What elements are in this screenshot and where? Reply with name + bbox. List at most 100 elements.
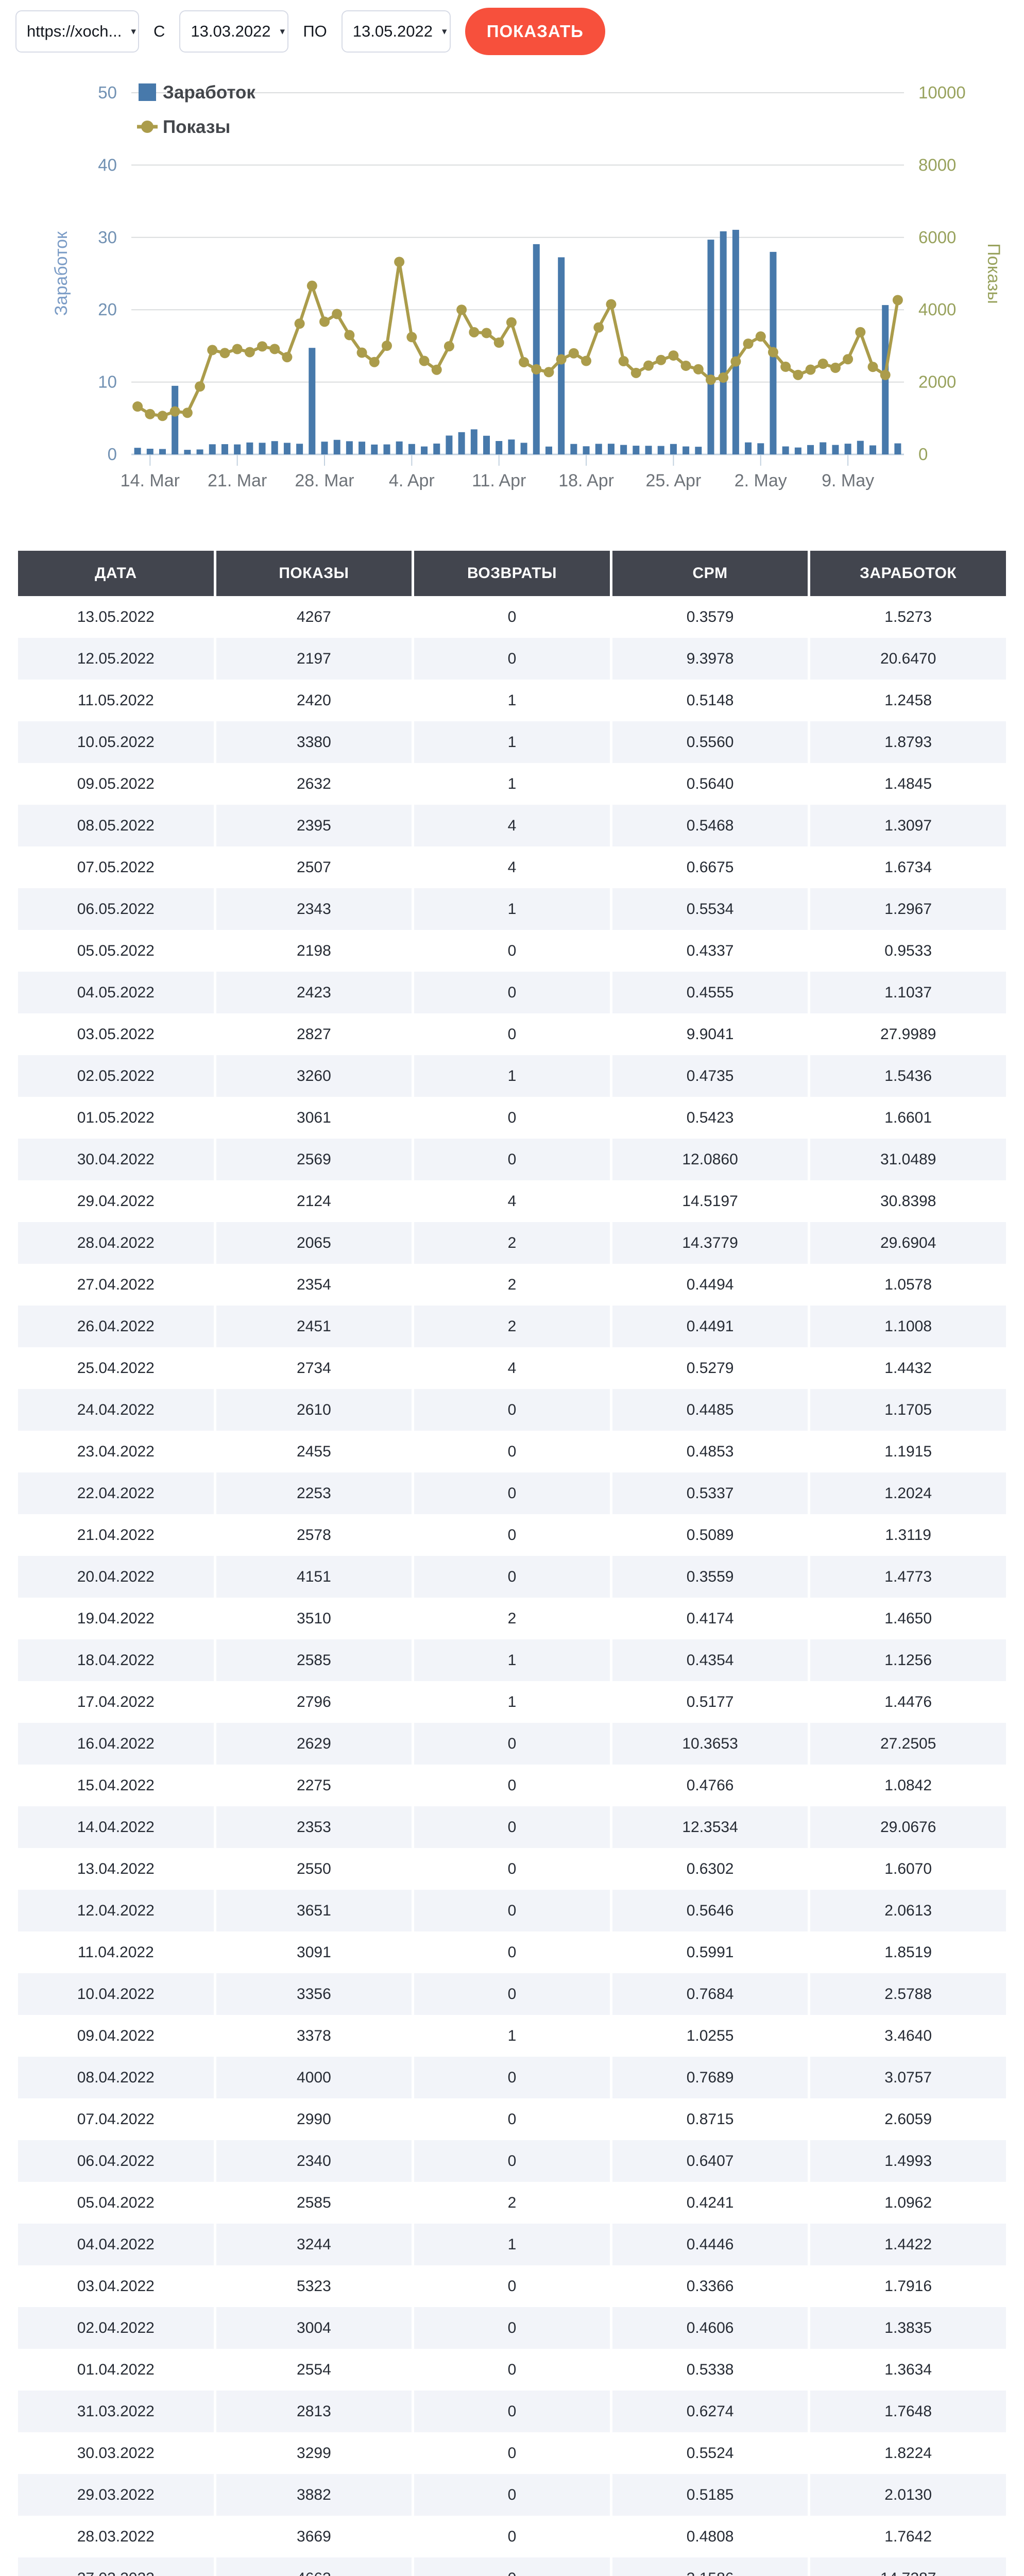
earnings-bar [221,444,228,454]
cell-impressions: 2124 [216,1180,412,1222]
earnings-bar [283,443,291,454]
cell-impressions: 3378 [216,2015,412,2057]
earnings-bar [720,231,727,454]
table-row: 30.03.2022 3299 0 0.5524 1.8224 [18,2432,1006,2474]
earnings-bar [695,447,702,454]
earnings-bar [707,240,714,454]
from-date-select[interactable]: 13.03.2022 ▾ [179,10,289,53]
cell-earnings: 1.4476 [810,1681,1006,1723]
earnings-bar [570,444,577,454]
cell-earnings: 1.7642 [810,2516,1006,2557]
cell-earnings: 14.7287 [810,2557,1006,2576]
table-row: 14.04.2022 2353 0 12.3534 29.0676 [18,1806,1006,1848]
earnings-impressions-chart: 0 0 10 2000 20 4000 30 6000 40 8000 50 10000 Заработ… [15,73,1009,507]
cell-cpm: 0.5468 [612,805,808,846]
table-row: 07.05.2022 2507 4 0.6675 1.6734 [18,846,1006,888]
cell-cpm: 0.4494 [612,1264,808,1306]
chevron-down-icon: ▾ [131,26,136,37]
impressions-point [344,330,355,341]
cell-date: 05.05.2022 [18,930,214,972]
impressions-point [817,359,828,369]
x-tick-label: 4. Apr [389,471,435,490]
impressions-point [244,347,255,358]
cell-date: 12.05.2022 [18,638,214,680]
cell-earnings: 1.3835 [810,2307,1006,2349]
to-date-select[interactable]: 13.05.2022 ▾ [341,10,451,53]
cell-cpm: 0.5534 [612,888,808,930]
cell-cpm: 0.3579 [612,596,808,638]
cell-impressions: 2610 [216,1389,412,1431]
cell-impressions: 2632 [216,763,412,805]
x-tick-label: 9. May [822,471,874,490]
x-tick-label: 14. Mar [121,471,180,490]
table-row: 13.05.2022 4267 0 0.3579 1.5273 [18,596,1006,638]
table-row: 20.04.2022 4151 0 0.3559 1.4773 [18,1556,1006,1598]
table-row: 27.04.2022 2354 2 0.4494 1.0578 [18,1264,1006,1306]
table-row: 06.04.2022 2340 0 0.6407 1.4993 [18,2140,1006,2182]
cell-returns: 0 [414,1890,610,1931]
site-select[interactable]: https://xoch... ▾ [15,10,139,53]
cell-earnings: 1.2024 [810,1472,1006,1514]
table-row: 08.05.2022 2395 4 0.5468 1.3097 [18,805,1006,846]
cell-cpm: 0.5177 [612,1681,808,1723]
cell-earnings: 1.7648 [810,2391,1006,2432]
cell-returns: 0 [414,2349,610,2391]
cell-earnings: 1.6070 [810,1848,1006,1890]
cell-returns: 0 [414,2265,610,2307]
cell-date: 25.04.2022 [18,1347,214,1389]
table-row: 13.04.2022 2550 0 0.6302 1.6070 [18,1848,1006,1890]
cell-cpm: 0.5089 [612,1514,808,1556]
cell-returns: 0 [414,1472,610,1514]
earnings-bar [134,448,141,454]
left-axis-title: Заработок [52,231,71,316]
site-select-value: https://xoch... [27,22,122,40]
earnings-bar [607,444,615,454]
impressions-point [805,364,816,375]
cell-date: 12.04.2022 [18,1890,214,1931]
cell-impressions: 2353 [216,1806,412,1848]
impressions-point [519,357,530,367]
cell-cpm: 0.4808 [612,2516,808,2557]
impressions-point [294,318,305,329]
earnings-bar [583,446,590,454]
left-axis-tick: 50 [98,83,117,102]
earnings-bar [271,441,278,454]
column-header-date: ДАТА [18,551,214,596]
earnings-bar [296,444,303,454]
cell-earnings: 2.0130 [810,2474,1006,2516]
impressions-point [269,344,280,354]
impressions-point [680,360,691,371]
cell-impressions: 2275 [216,1765,412,1806]
earnings-bar [483,435,490,454]
cell-impressions: 2455 [216,1431,412,1472]
cell-cpm: 0.4354 [612,1639,808,1681]
impressions-point [843,354,854,365]
cell-impressions: 2796 [216,1681,412,1723]
cell-returns: 1 [414,1055,610,1097]
cell-cpm: 0.6407 [612,2140,808,2182]
cell-earnings: 20.6470 [810,638,1006,680]
cell-cpm: 0.5338 [612,2349,808,2391]
table-row: 30.04.2022 2569 0 12.0860 31.0489 [18,1139,1006,1180]
impressions-point [706,375,716,385]
cell-cpm: 0.4766 [612,1765,808,1806]
impressions-point [755,331,766,342]
impressions-point [481,328,492,338]
column-header-impressions: ПОКАЗЫ [216,551,412,596]
earnings-bar [832,445,839,454]
cell-earnings: 1.4845 [810,763,1006,805]
impressions-point [419,355,430,366]
cell-returns: 1 [414,680,610,721]
cell-returns: 0 [414,1013,610,1055]
impressions-point [394,257,405,267]
show-button[interactable]: ПОКАЗАТЬ [465,8,605,55]
cell-impressions: 2451 [216,1306,412,1347]
cell-impressions: 2343 [216,888,412,930]
cell-returns: 0 [414,2557,610,2576]
cell-date: 27.03.2022 [18,2557,214,2576]
legend-earnings-swatch [139,83,156,101]
earnings-bar [595,444,602,454]
cell-impressions: 5323 [216,2265,412,2307]
cell-cpm: 0.6274 [612,2391,808,2432]
cell-impressions: 2550 [216,1848,412,1890]
